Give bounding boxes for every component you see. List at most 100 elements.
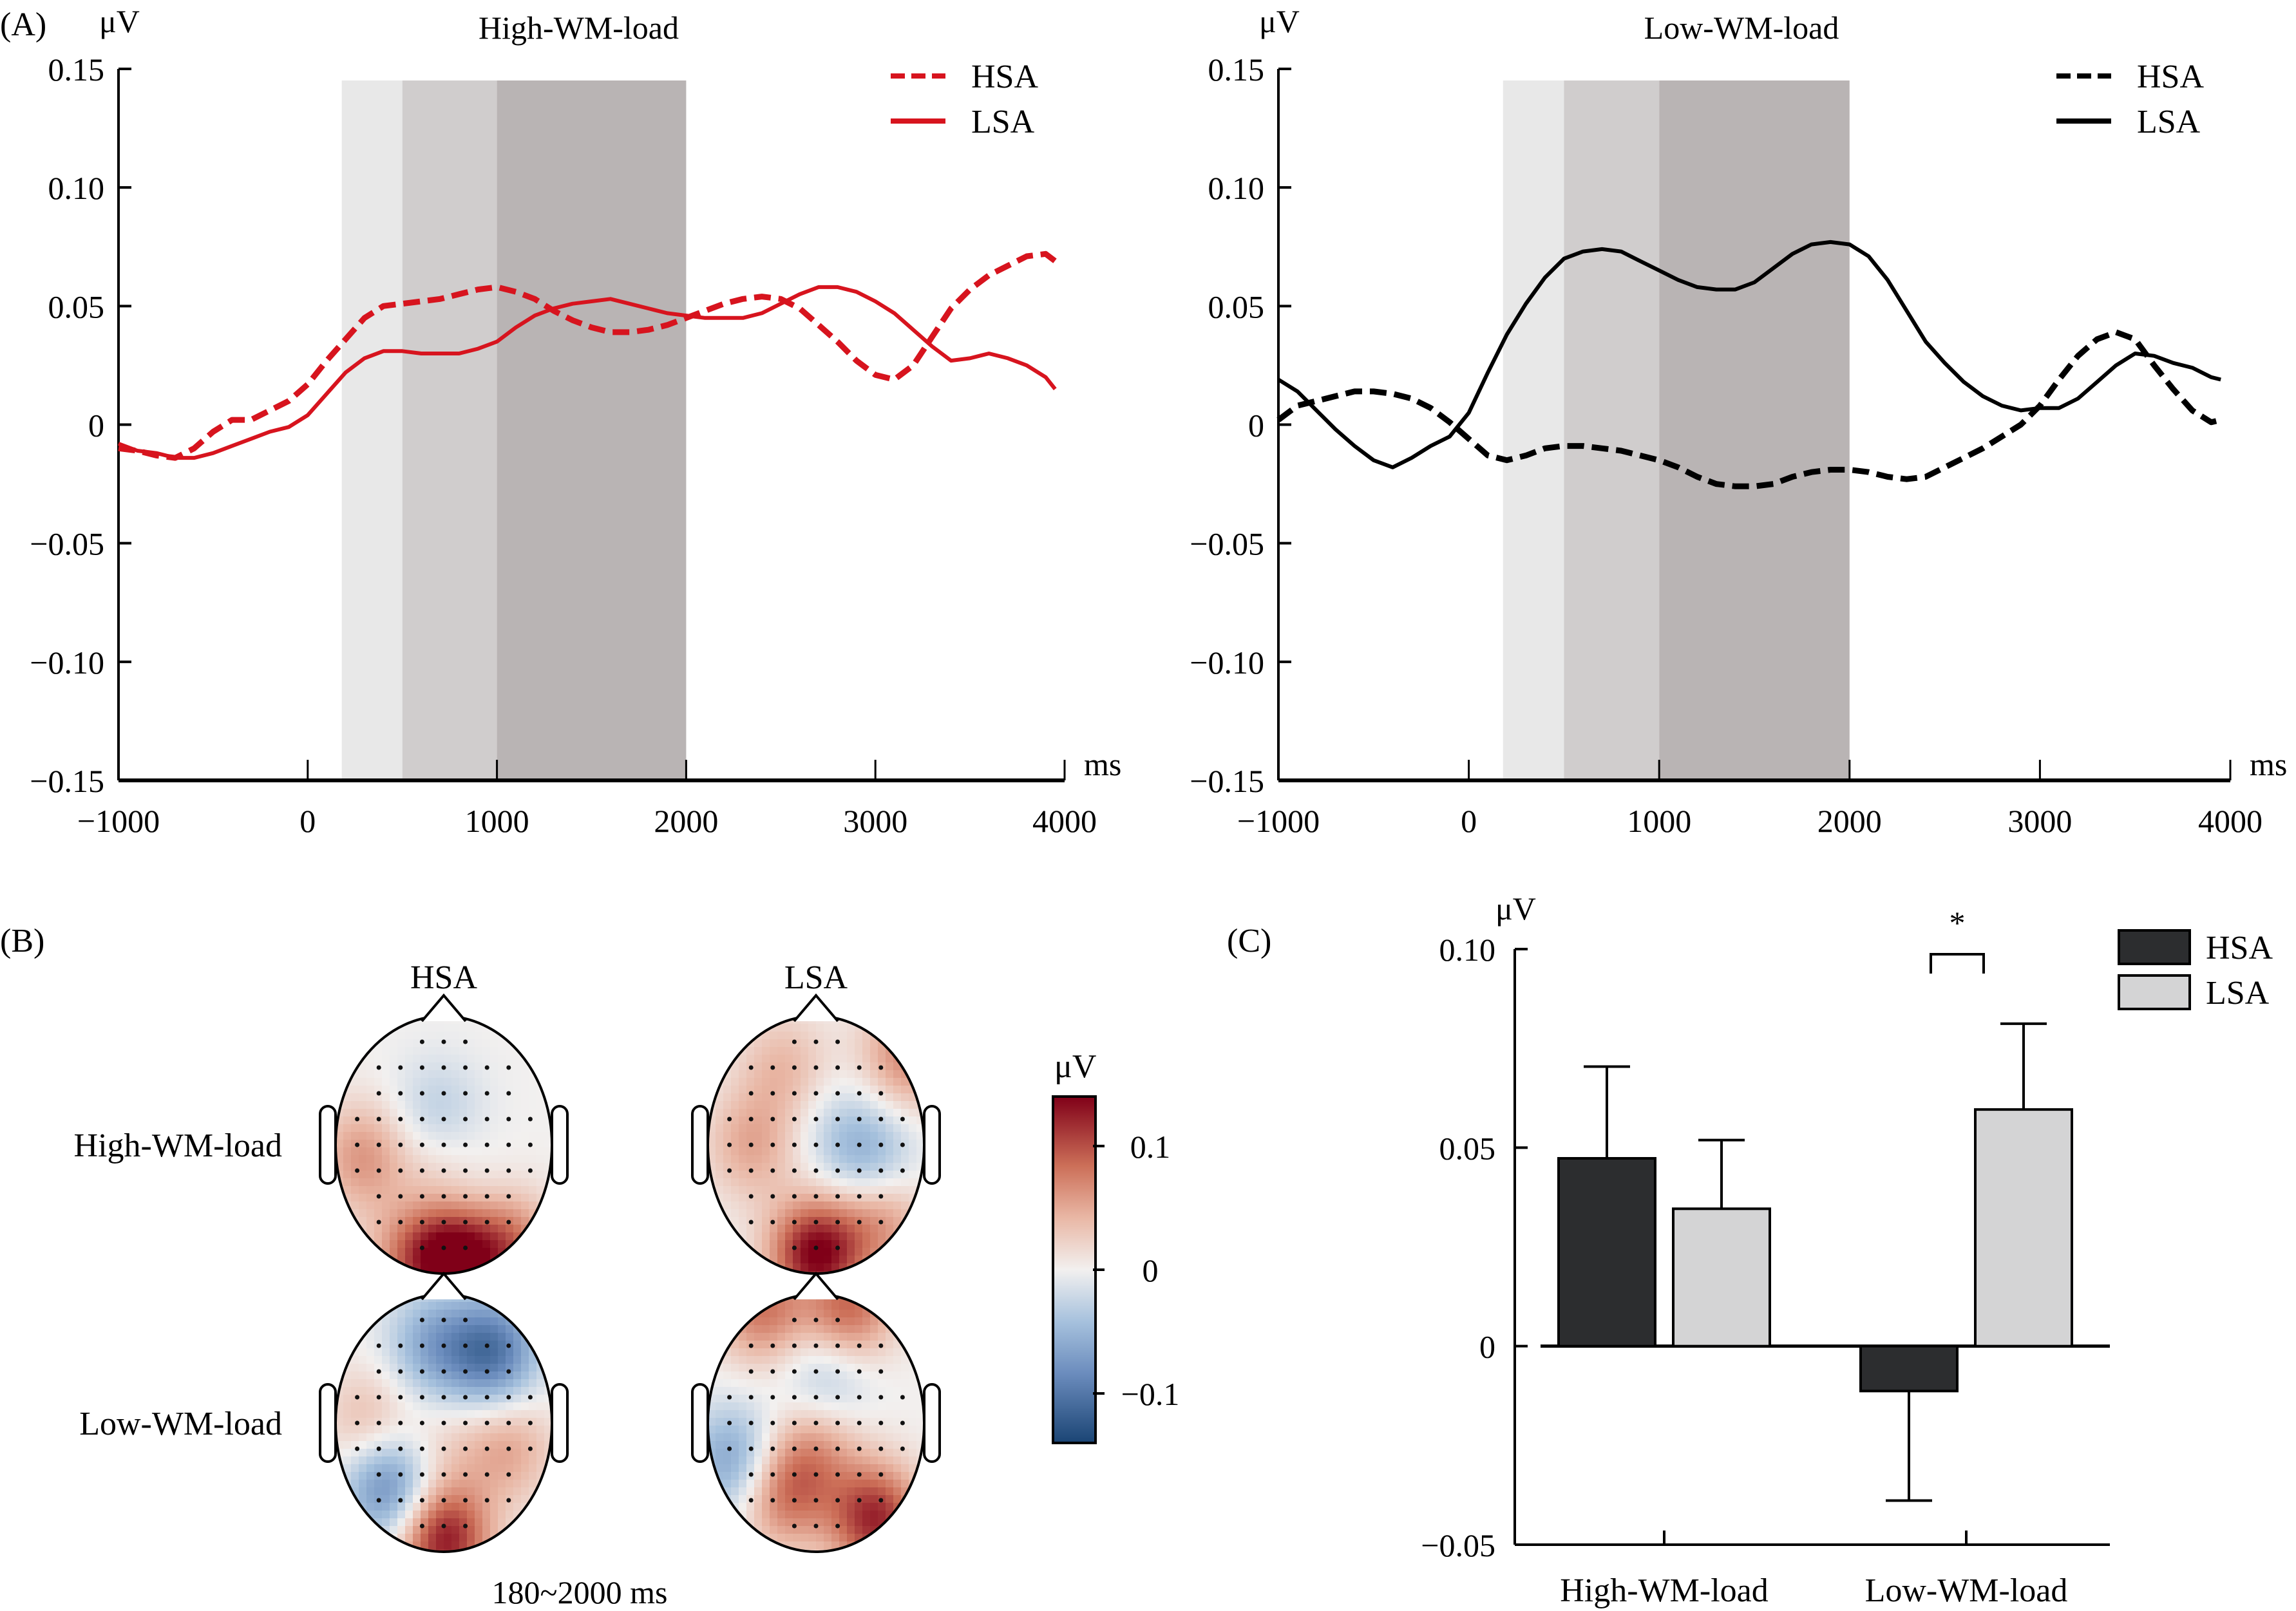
topomap-cell [916,1032,924,1040]
topomap-cell [421,1541,429,1550]
topomap-cell [436,1163,444,1171]
topomap-cell [405,1371,413,1380]
topomap-cell [862,1472,871,1480]
topomap-cell [506,1511,514,1519]
topomap-cell [413,1086,421,1094]
topomap-cell [536,1449,545,1457]
topomap-cell [336,1055,344,1063]
topomap-cell [359,1171,367,1179]
topomap-cell [359,1032,367,1040]
topomap-cell [870,1101,878,1109]
topomap-cell [723,1047,732,1055]
topomap-cell [839,1147,848,1156]
topomap-cell [366,1086,375,1094]
topomap-cell [878,1348,886,1357]
topomap-cell [916,1232,924,1241]
topomap-cell [878,1325,886,1333]
topomap-cell [847,1163,855,1171]
topomap-cell [366,1178,375,1187]
topomap-cell [708,1225,716,1233]
topomap-cell [839,1402,848,1411]
topomap-cell [521,1348,529,1357]
topomap-cell [816,1503,824,1511]
topomap-cell [754,1163,763,1171]
topomap-cell [762,1526,770,1534]
topomap-cell [870,1225,878,1233]
topomap-cell [716,1171,724,1179]
electrode-dot [748,1395,754,1400]
topomap-cell [451,1464,460,1473]
significance-marker: * [1950,905,1966,941]
topomap-cell [716,1225,724,1233]
topomap-cell [413,1426,421,1434]
topomap-cell [343,1263,352,1272]
topomap-cell [544,1132,552,1140]
topomap-cell [793,1387,801,1395]
topomap-cell [886,1070,894,1079]
topomap-cell [405,1495,413,1503]
topomap-cell [467,1356,475,1364]
topomap-cell [770,1464,778,1473]
topomap-cell [855,1178,863,1187]
topomap-cell [521,1426,529,1434]
electrode-dot [792,1369,797,1374]
topomap-cell [723,1379,732,1388]
electrode-dot [463,1245,468,1250]
topomap-cell [436,1464,444,1473]
topomap-cell [359,1271,367,1274]
topomap-cell [870,1116,878,1125]
topomap-cell [397,1456,406,1465]
topomap-cell [482,1310,491,1318]
electrode-dot [463,1091,468,1096]
topomap-cell [413,1256,421,1264]
topomap-cell [513,1116,522,1125]
topomap-cell [824,1464,832,1473]
topomap-cell [374,1055,383,1063]
topomap-cell [731,1410,739,1418]
topomap-cell [436,1178,444,1187]
topomap-cell [382,1171,390,1179]
topomap-cell [513,1387,522,1395]
topomap-cell [459,1433,468,1442]
topomap-cell [739,1456,747,1465]
topomap-cell [359,1256,367,1264]
topomap-cell [770,1487,778,1496]
topomap-cell [390,1101,398,1109]
topomap-cell [754,1209,763,1218]
y-tick-label: 0.05 [48,288,105,325]
topomap-cell [459,1263,468,1272]
topomap-cell [405,1070,413,1079]
topomap-cell [336,1426,344,1434]
topomap-cell [847,1086,855,1094]
topomap-cell [436,1541,444,1550]
electrode-dot [835,1142,840,1147]
topomap-cell [731,1032,739,1040]
electrode-dot [835,1395,840,1400]
topomap-cell [785,1070,793,1079]
topomap-cell [366,1356,375,1364]
topomap-cell [336,1410,344,1418]
topomap-cell [801,1209,809,1218]
topomap-cell [506,1016,514,1024]
topomap-cell [343,1464,352,1473]
topomap-cell [498,1294,506,1303]
topomap-cell [451,1333,460,1341]
topomap-cell [901,1541,909,1550]
topomap-cell [498,1109,506,1117]
topomap-cell [770,1333,778,1341]
topomap-cell [482,1232,491,1241]
topomap-cell [513,1534,522,1542]
topomap-cell [731,1217,739,1225]
topomap-cell [777,1310,786,1318]
topomap-cell [723,1294,732,1303]
topomap-cell [777,1116,786,1125]
topomap-cell [343,1271,352,1274]
topomap-cell [436,1024,444,1032]
topomap-cell [893,1441,902,1449]
topomap-cell [529,1426,537,1434]
topomap-cell [870,1356,878,1364]
topomap-cell [366,1487,375,1496]
topomap-cell [390,1070,398,1079]
topomap-cell [831,1232,840,1241]
topomap-cell [739,1248,747,1256]
